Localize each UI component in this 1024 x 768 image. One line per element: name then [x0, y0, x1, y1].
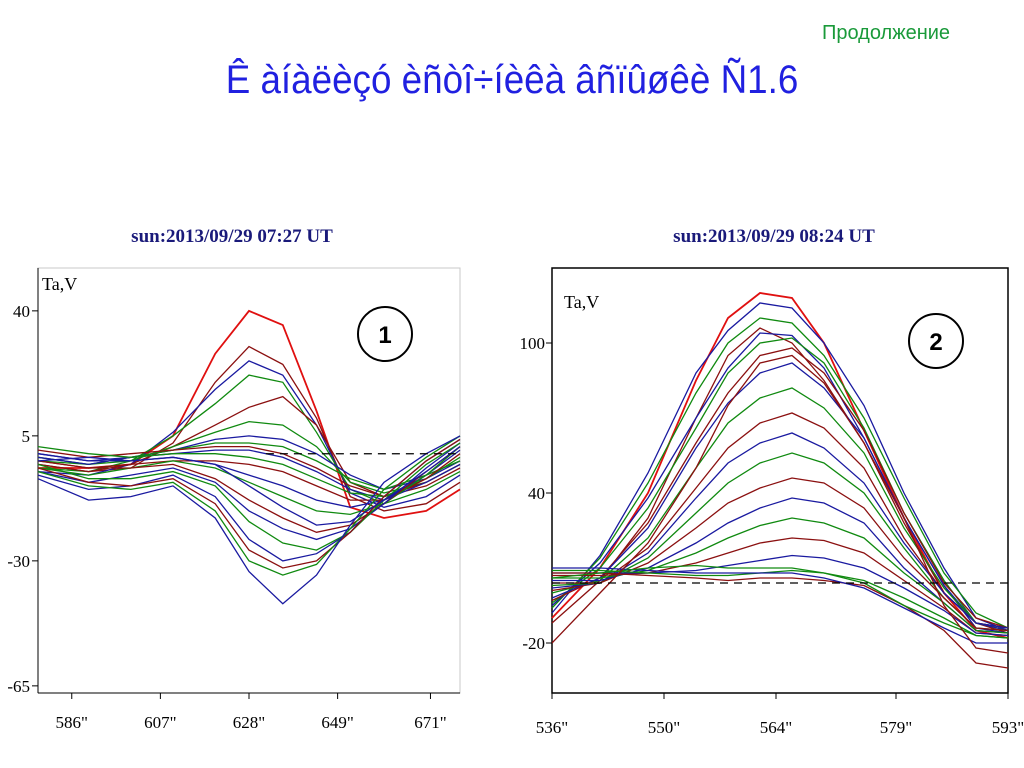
chart-2-x-tick-label: 579" [880, 718, 912, 737]
chart-2-series-3 [551, 317, 1009, 629]
chart-panel-1: sun:2013/09/29 07:27 UT Ta,V 586" 607" 628… [7, 226, 461, 732]
chart-1-title: sun:2013/09/29 07:27 UT [131, 226, 333, 247]
chart-1-y-tick-label: -65 [7, 677, 30, 696]
chart-1-y-tick-label: -30 [7, 552, 30, 571]
chart-2-series-13 [552, 477, 1009, 632]
chart-2-y-tick-label: 40 [528, 484, 545, 503]
chart-1-y-tick-label: 40 [13, 302, 30, 321]
chart-2-series-11 [551, 432, 1009, 629]
chart-1-series-group [37, 309, 461, 605]
chart-1-ylabel: Ta,V [42, 274, 77, 294]
chart-1-series-17 [37, 442, 461, 551]
chart-1-series-19 [37, 438, 461, 569]
chart-1-series-20 [37, 435, 461, 576]
chart-1-series-4 [37, 374, 461, 505]
chart-1-badge-label: 1 [378, 322, 391, 349]
chart-2-x-tick-label: 536" [536, 718, 568, 737]
chart-2-series-20 [552, 567, 1008, 644]
chart-1-badge [357, 306, 413, 362]
chart-2-series-9 [551, 387, 1009, 629]
chart-2-series-2 [551, 302, 1009, 632]
chart-2-series-8 [551, 362, 1009, 632]
chart-2-series-19 [552, 572, 1009, 669]
chart-1-x-tick-label: 607" [144, 713, 176, 732]
chart-2-x-tick-label: 564" [760, 718, 792, 737]
chart-panel-2: sun:2013/09/29 08:24 UT Ta,V 536" 550" 564… [520, 226, 1024, 737]
chart-2-title: sun:2013/09/29 08:24 UT [673, 226, 875, 247]
chart-2-badge [908, 313, 964, 369]
chart-1-y-tick-label: 5 [22, 427, 31, 446]
chart-2-x-tick-label: 593" [992, 718, 1024, 737]
chart-2-series-21 [551, 564, 1009, 639]
chart-1-x-tick-label: 586" [56, 713, 88, 732]
chart-2-series-22 [551, 354, 1009, 654]
chart-2-series-group [551, 292, 1009, 669]
chart-2-badge-label: 2 [929, 329, 942, 356]
chart-2-series-6 [551, 337, 1009, 632]
chart-2-ylabel: Ta,V [564, 292, 599, 312]
chart-1-series-16 [37, 442, 461, 541]
chart-2-y-tick-label: -20 [522, 634, 545, 653]
slide-title: Ê àíàëèçó èñòî÷íèêà âñïûøêè Ñ1.6 [225, 58, 799, 102]
chart-1-series-22 [37, 446, 461, 526]
continue-label: Продолжение [822, 22, 951, 44]
chart-1-x-tick-label: 628" [233, 713, 265, 732]
chart-2-series-18 [552, 569, 1009, 639]
chart-2-x-tick-label: 550" [648, 718, 680, 737]
chart-1-x-tick-label: 671" [414, 713, 446, 732]
chart-1-x-tick-label: 649" [321, 713, 353, 732]
chart-1-series-21 [37, 435, 461, 605]
chart-2-ticks: 536" 550" 564" 579" 593" 100 40 -20 [520, 334, 1024, 737]
chart-2-y-tick-label: 100 [520, 334, 546, 353]
chart-1-ticks: 586" 607" 628" 649" 671" 40 5 -30 -65 [7, 302, 446, 732]
